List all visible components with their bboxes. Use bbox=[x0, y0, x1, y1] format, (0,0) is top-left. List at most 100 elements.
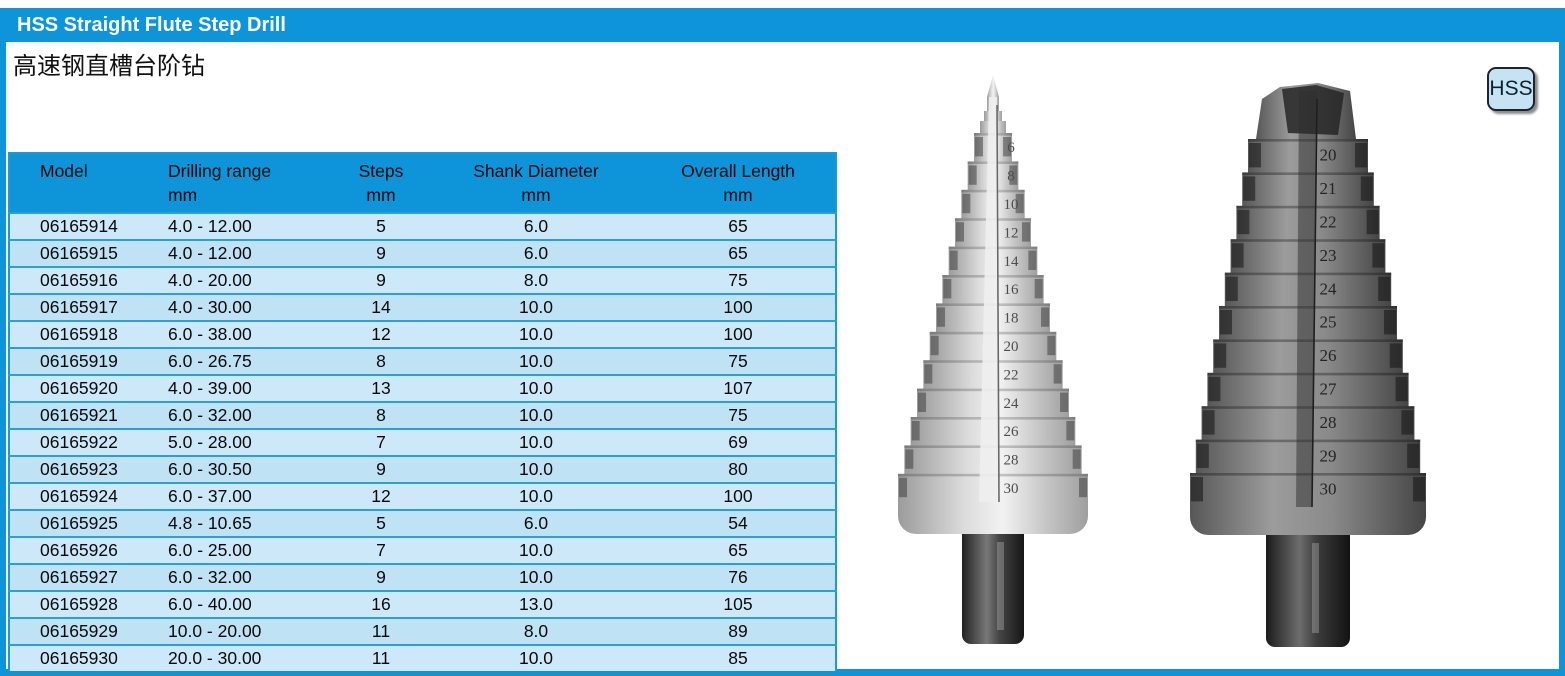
steps-cell: 7 bbox=[331, 428, 431, 456]
shank-diameter-cell: 10.0 bbox=[431, 482, 641, 510]
steps-cell: 5 bbox=[331, 509, 431, 537]
svg-text:16: 16 bbox=[1004, 282, 1020, 298]
steps-cell: 14 bbox=[331, 293, 431, 321]
drilling-range-cell: 6.0 - 38.00 bbox=[159, 320, 331, 348]
svg-text:21: 21 bbox=[1320, 179, 1337, 198]
table-row: 06165921 6.0 - 32.00 8 10.0 75 bbox=[9, 401, 836, 429]
table-row: 06165914 4.0 - 12.00 5 6.0 65 bbox=[9, 212, 836, 240]
page-title-bar: HSS Straight Flute Step Drill bbox=[0, 8, 1565, 42]
hss-badge-label: HSS bbox=[1489, 77, 1533, 100]
step-drill-photo-small: 6 8 10 12 14 16 18 20 22 24 26 28 30 bbox=[898, 75, 1088, 644]
shank-diameter-cell: 10.0 bbox=[431, 293, 641, 321]
model-cell: 06165918 bbox=[9, 320, 159, 348]
svg-text:6: 6 bbox=[1007, 140, 1015, 156]
svg-text:22: 22 bbox=[1320, 213, 1337, 232]
overall-length-cell: 105 bbox=[641, 590, 836, 618]
model-cell: 06165930 bbox=[9, 644, 159, 673]
steps-cell: 8 bbox=[331, 401, 431, 429]
svg-text:25: 25 bbox=[1320, 313, 1337, 332]
shank-diameter-cell: 10.0 bbox=[431, 320, 641, 348]
steps-cell: 9 bbox=[331, 563, 431, 591]
drilling-range-cell: 6.0 - 26.75 bbox=[159, 347, 331, 375]
column-header-shank-diameter: Shank Diameter mm bbox=[431, 153, 641, 213]
steps-cell: 8 bbox=[331, 347, 431, 375]
svg-text:24: 24 bbox=[1320, 279, 1338, 298]
svg-text:12: 12 bbox=[1004, 225, 1019, 241]
drilling-range-cell: 6.0 - 40.00 bbox=[159, 590, 331, 618]
column-header-overall-length: Overall Length mm bbox=[641, 153, 836, 213]
svg-text:10: 10 bbox=[1004, 197, 1019, 213]
overall-length-cell: 75 bbox=[641, 401, 836, 429]
svg-text:23: 23 bbox=[1320, 246, 1337, 265]
svg-text:28: 28 bbox=[1320, 413, 1337, 432]
model-cell: 06165927 bbox=[9, 563, 159, 591]
svg-text:30: 30 bbox=[1004, 481, 1019, 497]
steps-cell: 7 bbox=[331, 536, 431, 564]
shank-diameter-cell: 13.0 bbox=[431, 590, 641, 618]
drilling-range-cell: 6.0 - 32.00 bbox=[159, 563, 331, 591]
svg-text:29: 29 bbox=[1320, 446, 1337, 465]
model-cell: 06165929 bbox=[9, 617, 159, 645]
table-row: 06165917 4.0 - 30.00 14 10.0 100 bbox=[9, 293, 836, 321]
overall-length-cell: 80 bbox=[641, 455, 836, 483]
shank-diameter-cell: 10.0 bbox=[431, 374, 641, 402]
steps-cell: 11 bbox=[331, 644, 431, 673]
steps-cell: 5 bbox=[331, 212, 431, 240]
shank-diameter-cell: 10.0 bbox=[431, 401, 641, 429]
model-cell: 06165915 bbox=[9, 239, 159, 267]
svg-text:18: 18 bbox=[1004, 311, 1019, 327]
drilling-range-cell: 6.0 - 25.00 bbox=[159, 536, 331, 564]
overall-length-cell: 100 bbox=[641, 482, 836, 510]
overall-length-cell: 89 bbox=[641, 617, 836, 645]
drilling-range-cell: 5.0 - 28.00 bbox=[159, 428, 331, 456]
model-cell: 06165926 bbox=[9, 536, 159, 564]
model-cell: 06165914 bbox=[9, 212, 159, 240]
table-row: 06165930 20.0 - 30.00 11 10.0 85 bbox=[9, 644, 836, 673]
svg-text:27: 27 bbox=[1320, 380, 1338, 399]
page-border-right bbox=[1559, 8, 1565, 676]
table-row: 06165915 4.0 - 12.00 9 6.0 65 bbox=[9, 239, 836, 267]
shank-diameter-cell: 8.0 bbox=[431, 617, 641, 645]
svg-text:8: 8 bbox=[1007, 169, 1015, 185]
overall-length-cell: 54 bbox=[641, 509, 836, 537]
shank-diameter-cell: 10.0 bbox=[431, 644, 641, 673]
overall-length-cell: 75 bbox=[641, 266, 836, 294]
overall-length-cell: 107 bbox=[641, 374, 836, 402]
spec-table: Model Drilling range mm Steps mm Shank Diamet… bbox=[8, 152, 837, 675]
table-row: 06165927 6.0 - 32.00 9 10.0 76 bbox=[9, 563, 836, 591]
overall-length-cell: 85 bbox=[641, 644, 836, 673]
steps-cell: 11 bbox=[331, 617, 431, 645]
drilling-range-cell: 6.0 - 37.00 bbox=[159, 482, 331, 510]
svg-text:24: 24 bbox=[1004, 396, 1020, 412]
table-row: 06165916 4.0 - 20.00 9 8.0 75 bbox=[9, 266, 836, 294]
overall-length-cell: 76 bbox=[641, 563, 836, 591]
svg-text:20: 20 bbox=[1320, 146, 1337, 165]
drilling-range-cell: 4.0 - 30.00 bbox=[159, 293, 331, 321]
model-cell: 06165920 bbox=[9, 374, 159, 402]
svg-text:14: 14 bbox=[1004, 254, 1020, 270]
svg-text:20: 20 bbox=[1004, 339, 1019, 355]
table-header-row: Model Drilling range mm Steps mm Shank Diamet… bbox=[9, 153, 836, 213]
overall-length-cell: 69 bbox=[641, 428, 836, 456]
table-row: 06165918 6.0 - 38.00 12 10.0 100 bbox=[9, 320, 836, 348]
drilling-range-cell: 6.0 - 32.00 bbox=[159, 401, 331, 429]
table-row: 06165920 4.0 - 39.00 13 10.0 107 bbox=[9, 374, 836, 402]
shank-diameter-cell: 10.0 bbox=[431, 455, 641, 483]
step-drill-photo-large: 20 21 22 23 24 25 26 27 28 29 30 bbox=[1190, 83, 1426, 647]
table-row: 06165925 4.8 - 10.65 5 6.0 54 bbox=[9, 509, 836, 537]
shank-diameter-cell: 6.0 bbox=[431, 239, 641, 267]
page-subtitle-zh: 高速钢直槽台阶钻 bbox=[13, 53, 205, 80]
model-cell: 06165925 bbox=[9, 509, 159, 537]
model-cell: 06165921 bbox=[9, 401, 159, 429]
svg-text:30: 30 bbox=[1320, 480, 1337, 499]
steps-cell: 9 bbox=[331, 239, 431, 267]
steps-cell: 12 bbox=[331, 320, 431, 348]
shank-diameter-cell: 10.0 bbox=[431, 347, 641, 375]
model-cell: 06165916 bbox=[9, 266, 159, 294]
overall-length-cell: 100 bbox=[641, 293, 836, 321]
drilling-range-cell: 4.0 - 20.00 bbox=[159, 266, 331, 294]
shank-diameter-cell: 8.0 bbox=[431, 266, 641, 294]
model-cell: 06165922 bbox=[9, 428, 159, 456]
drilling-range-cell: 4.8 - 10.65 bbox=[159, 509, 331, 537]
steps-cell: 9 bbox=[331, 455, 431, 483]
